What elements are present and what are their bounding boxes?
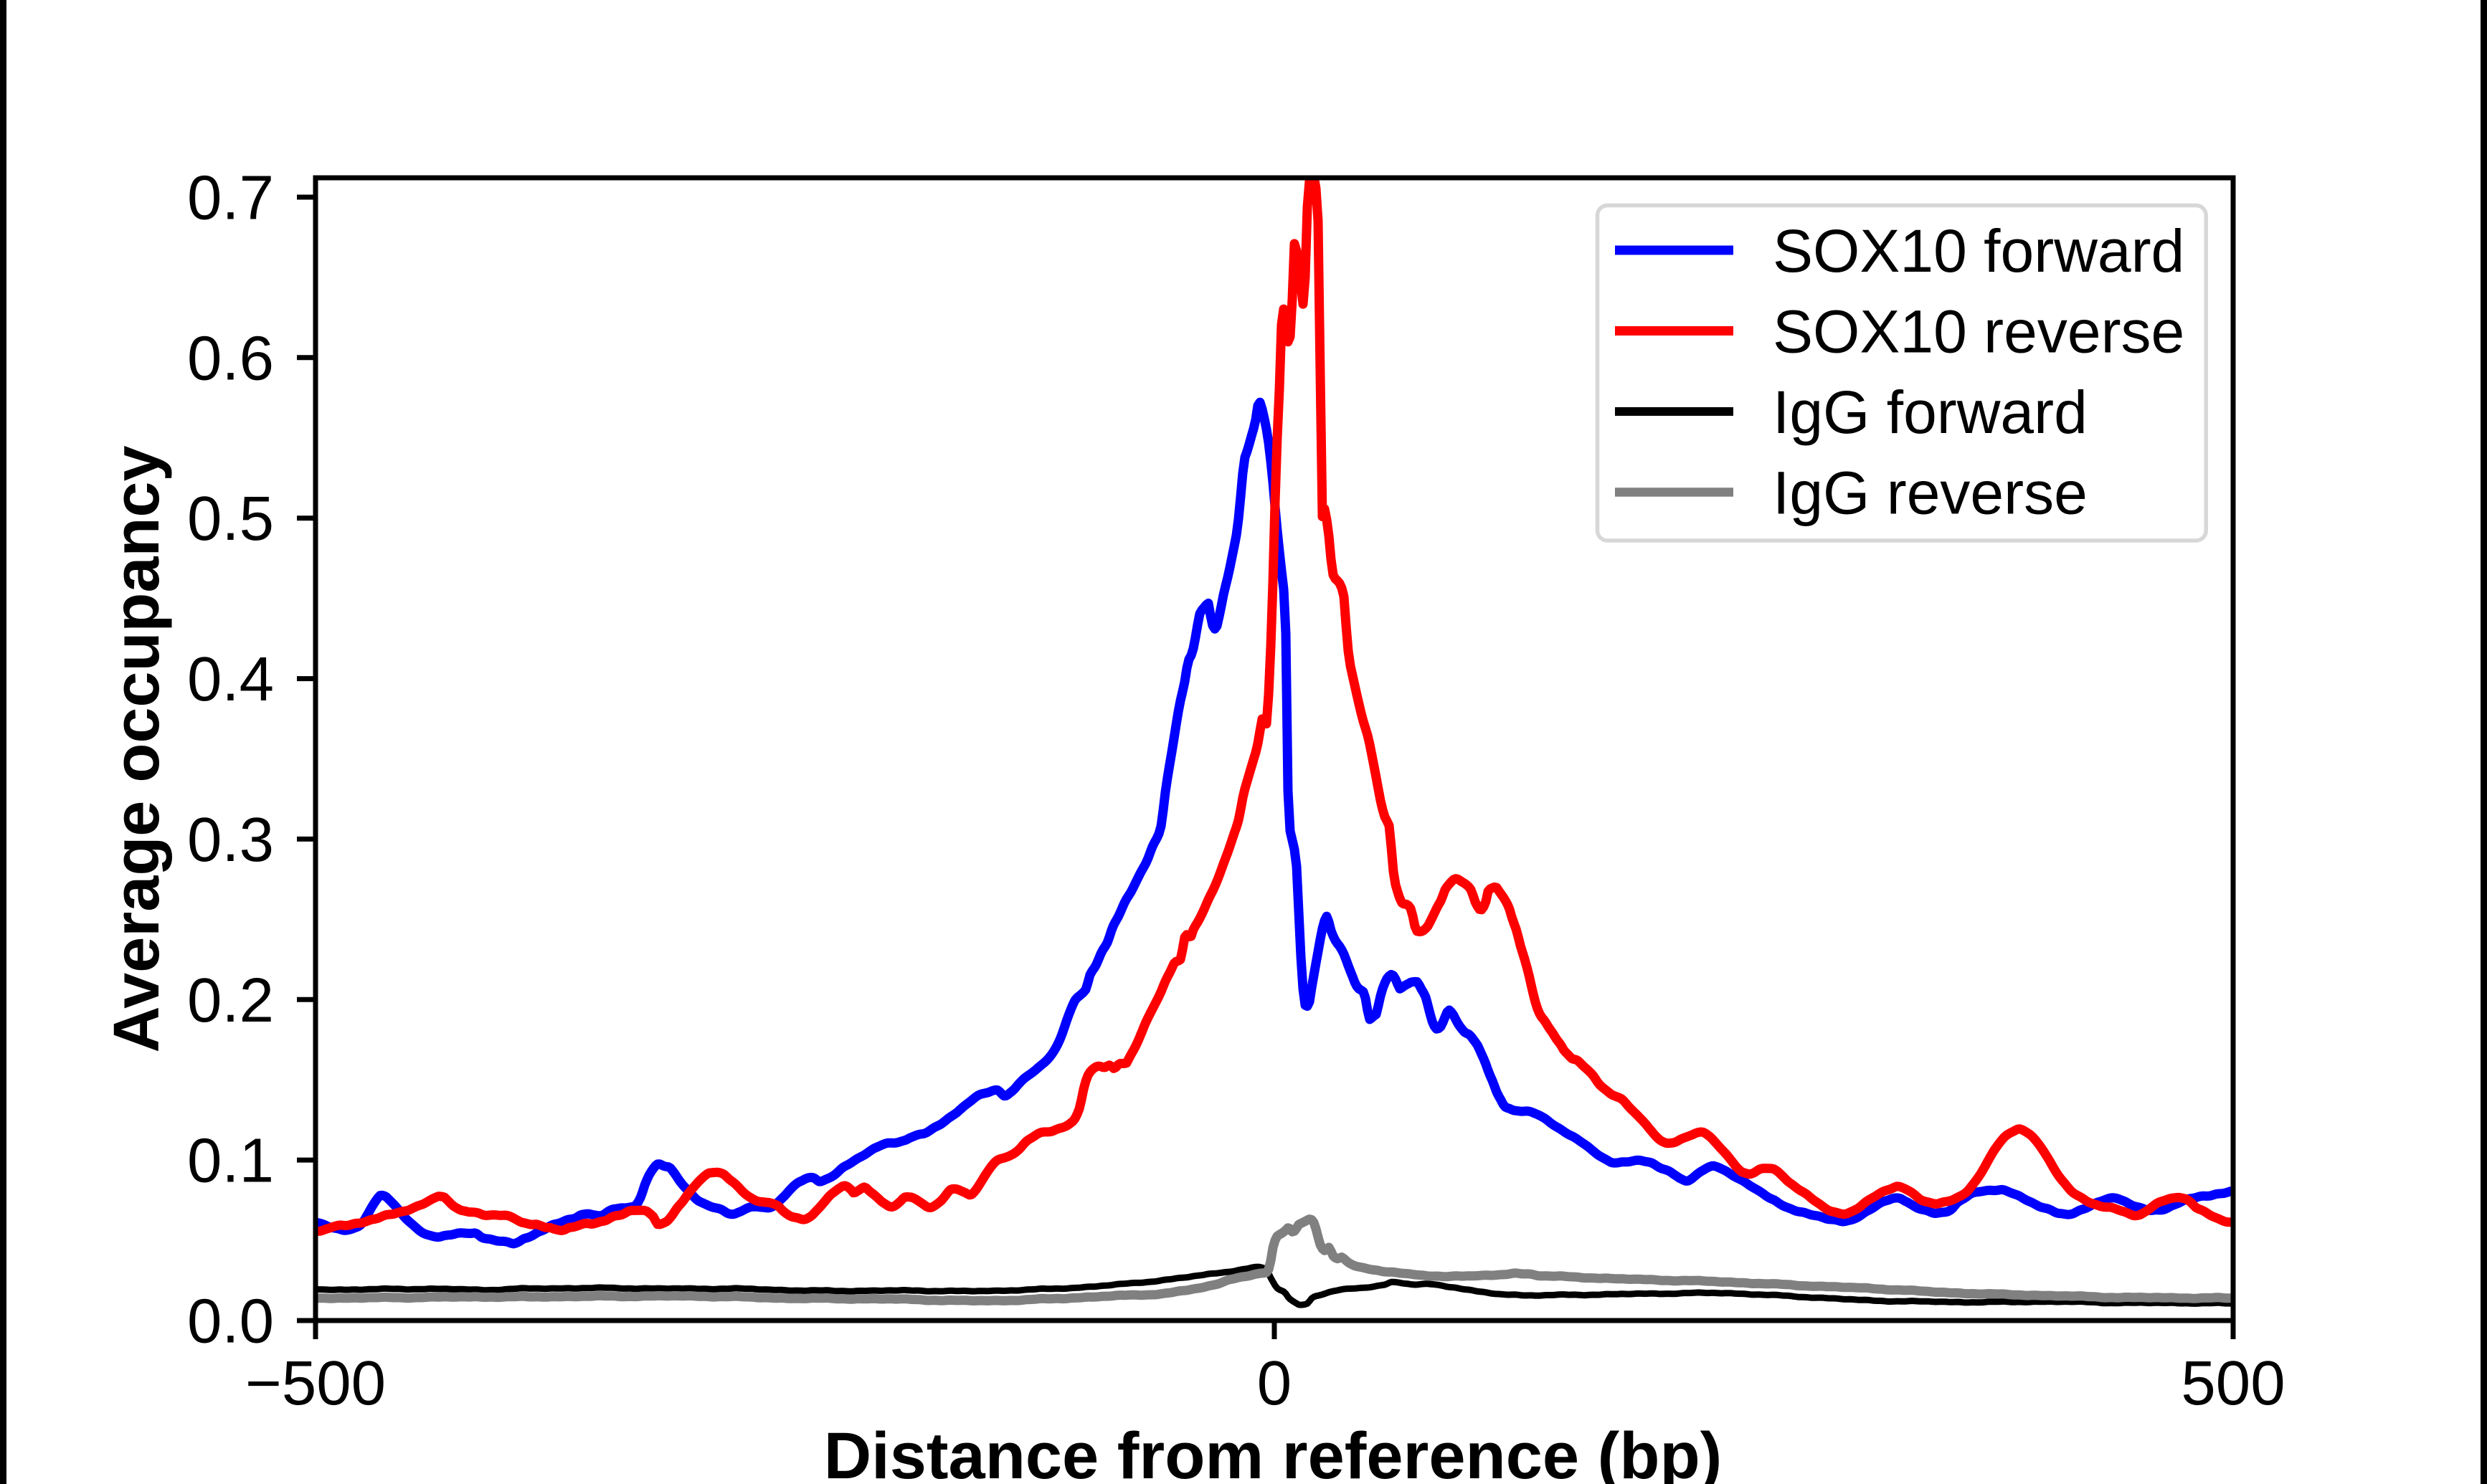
- svg-text:0.7: 0.7: [187, 163, 274, 233]
- svg-text:SOX10 forward: SOX10 forward: [1773, 217, 2184, 285]
- svg-text:0: 0: [1257, 1349, 1292, 1418]
- svg-text:0.0: 0.0: [187, 1287, 274, 1356]
- svg-text:IgG forward: IgG forward: [1773, 379, 2088, 446]
- svg-text:0.3: 0.3: [187, 805, 274, 875]
- svg-text:500: 500: [2181, 1349, 2285, 1418]
- svg-text:0.2: 0.2: [187, 966, 274, 1035]
- svg-text:0.1: 0.1: [187, 1126, 274, 1196]
- svg-text:Distance from reference (bp): Distance from reference (bp): [824, 1419, 1723, 1484]
- svg-text:IgG reverse: IgG reverse: [1773, 460, 2088, 527]
- svg-text:0.4: 0.4: [187, 645, 274, 714]
- svg-text:0.6: 0.6: [187, 323, 274, 393]
- svg-text:SOX10 reverse: SOX10 reverse: [1773, 298, 2184, 366]
- svg-text:Average occupancy: Average occupancy: [101, 445, 173, 1052]
- svg-text:0.5: 0.5: [187, 484, 274, 553]
- svg-text:−500: −500: [245, 1349, 386, 1418]
